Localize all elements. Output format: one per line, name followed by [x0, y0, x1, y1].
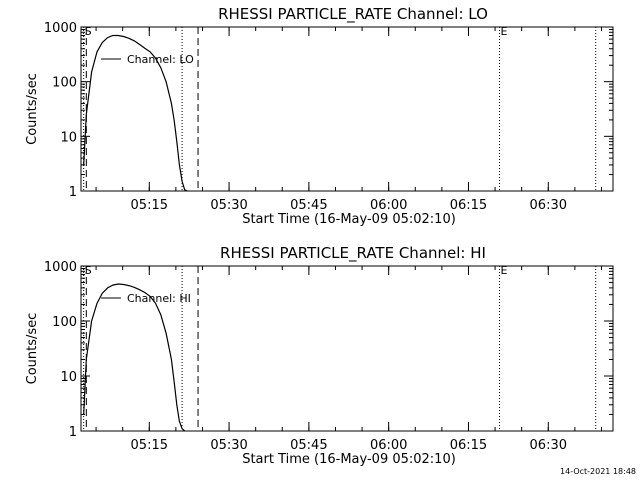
y-axis-label: Counts/sec: [25, 73, 40, 145]
series-line: [83, 34, 188, 191]
x-tick-label: 05:30: [210, 198, 247, 213]
legend-label: Channel: LO: [127, 53, 194, 66]
x-tick-label: 05:15: [131, 198, 168, 213]
y-axis-label: Counts/sec: [25, 313, 40, 385]
y-tick-label: 100: [52, 315, 77, 330]
marker-label: S: [85, 264, 92, 277]
panel-hi: RHESSI PARTICLE_RATE Channel: HI 1 10 100 10…: [25, 244, 614, 467]
x-tick-label: 06:30: [530, 438, 567, 453]
x-tick-label: 06:15: [450, 438, 487, 453]
series-line: [83, 283, 186, 431]
x-tick-label: 05:45: [290, 438, 327, 453]
panel-lo: RHESSI PARTICLE_RATE Channel: LO 1 10 100 10…: [25, 5, 614, 227]
y-tick-label: 10: [60, 370, 77, 385]
footer-timestamp: 14-Oct-2021 18:48: [560, 467, 636, 476]
x-tick-label: 06:00: [370, 198, 407, 213]
chart-title: RHESSI PARTICLE_RATE Channel: HI: [220, 244, 486, 263]
chart-title: RHESSI PARTICLE_RATE Channel: LO: [218, 5, 488, 24]
y-tick-label: 1: [69, 425, 77, 440]
x-tick-label: 06:00: [370, 438, 407, 453]
x-axis-label: Start Time (16-May-09 05:02:10): [242, 212, 456, 227]
y-tick-label: 10: [60, 130, 77, 145]
x-tick-label: 05:15: [131, 438, 168, 453]
y-tick-label: 1000: [44, 21, 77, 36]
x-tick-label: 06:15: [450, 198, 487, 213]
marker-label: E: [501, 264, 508, 277]
plot-frame: [80, 265, 614, 432]
x-tick-label: 05:30: [210, 438, 247, 453]
x-tick-label: 05:45: [290, 198, 327, 213]
y-tick-label: 1: [69, 185, 77, 200]
plot-frame: [80, 26, 614, 192]
x-tick-label: 06:30: [530, 198, 567, 213]
marker-label: E: [501, 25, 508, 38]
y-tick-label: 100: [52, 76, 77, 91]
y-tick-label: 1000: [44, 260, 77, 275]
x-axis-label: Start Time (16-May-09 05:02:10): [242, 452, 456, 467]
marker-label: S: [85, 25, 92, 38]
legend-label: Channel: HI: [127, 292, 191, 305]
